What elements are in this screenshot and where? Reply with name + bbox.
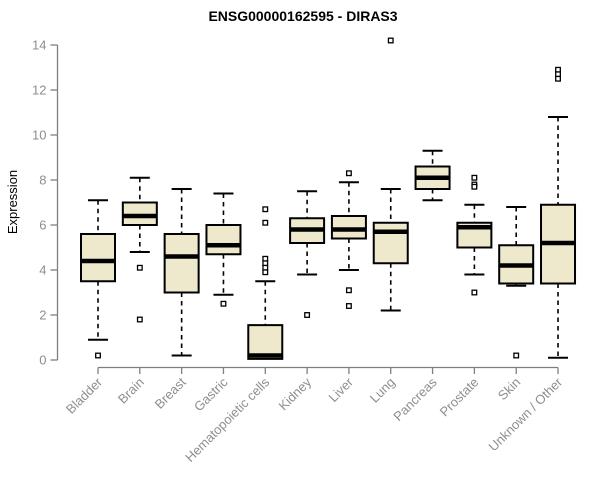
box (163, 233, 200, 294)
box (80, 233, 116, 283)
chart-title: ENSG00000162595 - DIRAS3 (208, 8, 397, 24)
x-tick-label: Prostate (437, 375, 482, 420)
y-tick-label: 2 (39, 308, 46, 323)
y-tick-label: 4 (39, 263, 46, 278)
outlier-point (262, 269, 269, 276)
outlier-point (136, 264, 143, 271)
outlier-point (345, 170, 352, 177)
y-axis: 0 2 4 6 8 10 12 14 (32, 38, 59, 368)
box-group (330, 170, 367, 309)
box (372, 221, 409, 265)
y-tick-label: 10 (32, 128, 46, 143)
box (205, 224, 242, 256)
box-group (456, 174, 493, 296)
outlier-point (262, 219, 269, 226)
outlier-point (345, 287, 352, 294)
outlier-point (387, 37, 394, 44)
x-tick-label: Liver (326, 374, 357, 405)
x-tick-label: Skin (495, 375, 523, 403)
y-tick-label: 0 (39, 353, 46, 368)
outlier-point (471, 183, 478, 190)
y-tick-label: 14 (32, 38, 46, 53)
outlier-point (345, 303, 352, 309)
x-tick-label: Lung (367, 375, 398, 406)
outlier-point (555, 75, 561, 82)
box-group (540, 66, 577, 359)
box-group (289, 190, 326, 318)
outlier-point (471, 289, 478, 296)
y-tick-label: 6 (39, 218, 46, 233)
outlier-point (304, 312, 311, 318)
x-tick-label: Unknown / Other (486, 374, 566, 454)
x-tick-label: Breast (152, 374, 189, 411)
box-group (414, 149, 451, 202)
outlier-point (262, 206, 269, 213)
outlier-point (220, 300, 227, 307)
box-group (372, 37, 409, 312)
box-group (80, 199, 116, 359)
x-tick-label: Bladder (63, 374, 106, 417)
x-tick-label: Brain (115, 375, 147, 407)
x-tick-label: Gastric (191, 374, 231, 414)
box-group (247, 206, 284, 360)
box-group (163, 188, 200, 357)
outlier-point (471, 174, 478, 181)
x-tick-label: Kidney (276, 374, 315, 413)
boxes-group (80, 37, 577, 360)
outlier-point (95, 352, 101, 359)
y-tick-label: 8 (39, 173, 46, 188)
x-tick-label: Pancreas (390, 374, 440, 424)
box-group (498, 206, 535, 359)
box-group (205, 192, 242, 307)
y-axis-label: Expression (5, 170, 20, 234)
box-group (121, 176, 158, 323)
y-tick-label: 12 (32, 83, 46, 98)
outlier-point (136, 316, 143, 323)
outlier-point (513, 352, 520, 359)
